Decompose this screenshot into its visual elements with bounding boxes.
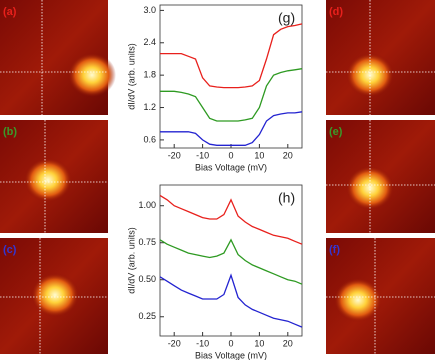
panel-label: (b) bbox=[3, 126, 17, 138]
image-panel: (c) bbox=[0, 238, 108, 354]
data-line bbox=[160, 68, 303, 122]
panel-label: (a) bbox=[3, 6, 17, 18]
image-panel: (f) bbox=[326, 238, 435, 354]
x-tick-label: 0 bbox=[228, 150, 233, 160]
panel-annotation: (g) bbox=[278, 10, 295, 26]
y-tick-label: 0.6 bbox=[143, 134, 156, 144]
x-tick-label: -10 bbox=[196, 150, 209, 160]
data-line bbox=[159, 273, 303, 328]
data-line bbox=[159, 194, 303, 245]
y-tick-label: 1.00 bbox=[138, 200, 156, 210]
x-tick-label: 0 bbox=[228, 338, 233, 348]
y-tick-label: 3.0 bbox=[143, 5, 156, 15]
x-axis-label: Bias Voltage (mV) bbox=[195, 162, 267, 172]
bright-spot bbox=[334, 278, 382, 322]
y-tick-label: 0.75 bbox=[138, 237, 156, 247]
y-tick-label: 1.8 bbox=[143, 70, 156, 80]
x-tick-label: 10 bbox=[254, 150, 264, 160]
image-panel: (d) bbox=[326, 0, 435, 115]
data-line bbox=[160, 23, 303, 89]
panel-label: (c) bbox=[3, 244, 17, 256]
image-panel: (b) bbox=[0, 120, 108, 233]
plot-frame bbox=[159, 4, 303, 149]
x-tick-label: 10 bbox=[254, 338, 264, 348]
panel-label: (d) bbox=[329, 6, 343, 18]
plot-frame bbox=[159, 184, 303, 337]
panel-annotation: (h) bbox=[278, 190, 295, 206]
data-line bbox=[159, 238, 303, 285]
y-axis-label: dI/dV (arb. units) bbox=[126, 227, 136, 294]
x-tick-label: -20 bbox=[168, 338, 181, 348]
y-tick-label: 0.25 bbox=[138, 311, 156, 321]
y-tick-label: 1.2 bbox=[143, 102, 156, 112]
panel-label: (e) bbox=[329, 126, 343, 138]
bright-spot bbox=[346, 166, 394, 210]
bright-spot bbox=[68, 53, 116, 97]
bright-spot bbox=[31, 273, 79, 317]
x-tick-label: -20 bbox=[168, 150, 181, 160]
y-tick-label: 2.4 bbox=[143, 37, 156, 47]
bright-spot bbox=[24, 158, 72, 202]
image-panel: (a) bbox=[0, 0, 116, 115]
data-line bbox=[160, 111, 303, 146]
y-tick-label: 0.50 bbox=[138, 274, 156, 284]
x-tick-label: 20 bbox=[283, 338, 293, 348]
panel-label: (f) bbox=[329, 244, 340, 256]
x-tick-label: 20 bbox=[283, 150, 293, 160]
x-tick-label: -10 bbox=[196, 338, 209, 348]
image-panel: (e) bbox=[326, 120, 435, 233]
y-axis-label: dI/dV (arb. units) bbox=[126, 43, 136, 110]
x-axis-label: Bias Voltage (mV) bbox=[195, 350, 267, 360]
